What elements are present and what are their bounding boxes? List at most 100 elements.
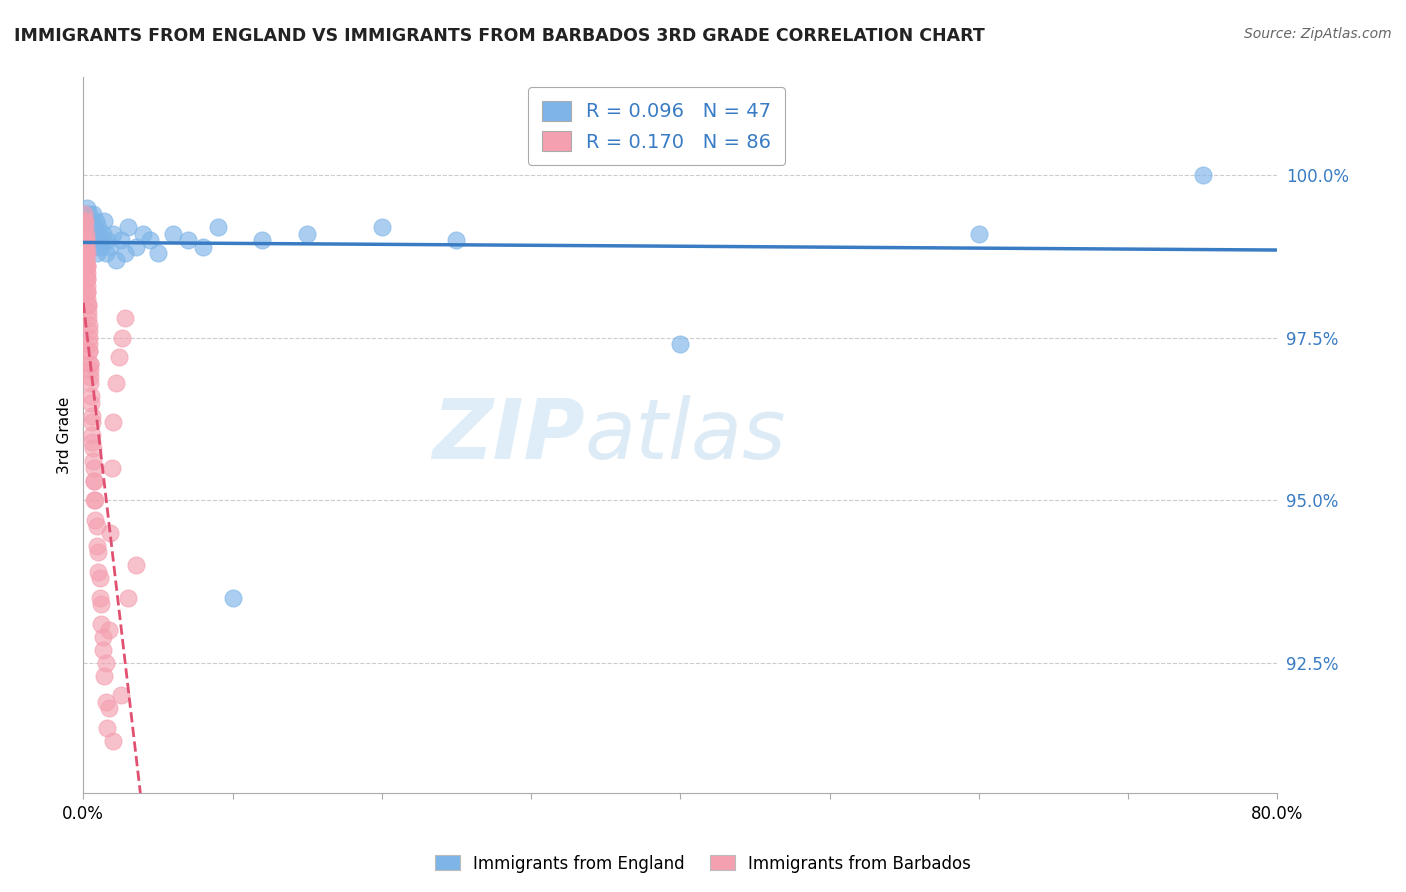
Point bbox=[295, 227, 318, 241]
Point bbox=[75, 239, 97, 253]
Point bbox=[83, 493, 105, 508]
Point bbox=[108, 350, 131, 364]
Point bbox=[96, 721, 118, 735]
Point bbox=[75, 227, 97, 241]
Point bbox=[76, 272, 98, 286]
Y-axis label: 3rd Grade: 3rd Grade bbox=[58, 397, 72, 474]
Point bbox=[93, 669, 115, 683]
Point bbox=[80, 233, 103, 247]
Point bbox=[82, 434, 104, 449]
Point bbox=[98, 239, 121, 253]
Point bbox=[93, 213, 115, 227]
Point bbox=[86, 519, 108, 533]
Point bbox=[76, 201, 98, 215]
Point bbox=[86, 227, 108, 241]
Point bbox=[84, 493, 107, 508]
Point bbox=[221, 591, 243, 605]
Point bbox=[114, 311, 136, 326]
Text: ZIP: ZIP bbox=[432, 394, 585, 475]
Point bbox=[83, 474, 105, 488]
Point bbox=[124, 558, 146, 573]
Point bbox=[82, 227, 104, 241]
Point bbox=[82, 441, 104, 455]
Point bbox=[162, 227, 184, 241]
Point bbox=[100, 460, 122, 475]
Point bbox=[82, 207, 104, 221]
Point bbox=[76, 246, 98, 260]
Point bbox=[146, 246, 169, 260]
Point bbox=[79, 357, 101, 371]
Point bbox=[77, 337, 100, 351]
Point bbox=[79, 220, 101, 235]
Point bbox=[76, 278, 98, 293]
Point bbox=[87, 545, 110, 559]
Point bbox=[80, 389, 103, 403]
Point bbox=[79, 369, 101, 384]
Point bbox=[77, 213, 100, 227]
Point bbox=[76, 227, 98, 241]
Point bbox=[86, 246, 108, 260]
Point bbox=[89, 591, 111, 605]
Point bbox=[73, 227, 96, 241]
Point bbox=[77, 207, 100, 221]
Point bbox=[75, 233, 97, 247]
Text: IMMIGRANTS FROM ENGLAND VS IMMIGRANTS FROM BARBADOS 3RD GRADE CORRELATION CHART: IMMIGRANTS FROM ENGLAND VS IMMIGRANTS FR… bbox=[14, 27, 984, 45]
Point bbox=[76, 266, 98, 280]
Point bbox=[73, 220, 96, 235]
Point bbox=[90, 598, 112, 612]
Point bbox=[86, 539, 108, 553]
Point bbox=[83, 460, 105, 475]
Point bbox=[94, 695, 117, 709]
Point bbox=[110, 689, 132, 703]
Point bbox=[91, 643, 114, 657]
Point bbox=[76, 285, 98, 299]
Point bbox=[76, 298, 98, 312]
Point bbox=[80, 409, 103, 423]
Legend: Immigrants from England, Immigrants from Barbados: Immigrants from England, Immigrants from… bbox=[429, 848, 977, 880]
Point bbox=[96, 233, 118, 247]
Point bbox=[139, 233, 162, 247]
Text: Source: ZipAtlas.com: Source: ZipAtlas.com bbox=[1244, 27, 1392, 41]
Point bbox=[79, 357, 101, 371]
Point bbox=[84, 513, 107, 527]
Point bbox=[79, 363, 101, 377]
Point bbox=[191, 239, 214, 253]
Point bbox=[94, 656, 117, 670]
Point bbox=[132, 227, 155, 241]
Point bbox=[75, 220, 97, 235]
Point bbox=[80, 213, 103, 227]
Point bbox=[77, 331, 100, 345]
Text: atlas: atlas bbox=[585, 394, 786, 475]
Point bbox=[75, 252, 97, 267]
Point bbox=[101, 227, 124, 241]
Point bbox=[83, 220, 105, 235]
Point bbox=[76, 292, 98, 306]
Point bbox=[75, 252, 97, 267]
Point bbox=[90, 616, 112, 631]
Point bbox=[110, 233, 132, 247]
Point bbox=[82, 428, 104, 442]
Point bbox=[75, 252, 97, 267]
Point bbox=[83, 474, 105, 488]
Point bbox=[177, 233, 200, 247]
Point bbox=[77, 304, 100, 318]
Point bbox=[117, 591, 139, 605]
Point bbox=[89, 233, 111, 247]
Point bbox=[75, 239, 97, 253]
Point bbox=[97, 624, 120, 638]
Point bbox=[76, 298, 98, 312]
Point bbox=[79, 376, 101, 391]
Point bbox=[967, 227, 990, 241]
Point bbox=[77, 343, 100, 358]
Point bbox=[82, 454, 104, 468]
Point bbox=[83, 239, 105, 253]
Point bbox=[84, 213, 107, 227]
Point bbox=[91, 227, 114, 241]
Point bbox=[75, 259, 97, 273]
Point bbox=[75, 266, 97, 280]
Point bbox=[75, 233, 97, 247]
Point bbox=[94, 246, 117, 260]
Point bbox=[73, 239, 96, 253]
Point bbox=[76, 259, 98, 273]
Point bbox=[73, 246, 96, 260]
